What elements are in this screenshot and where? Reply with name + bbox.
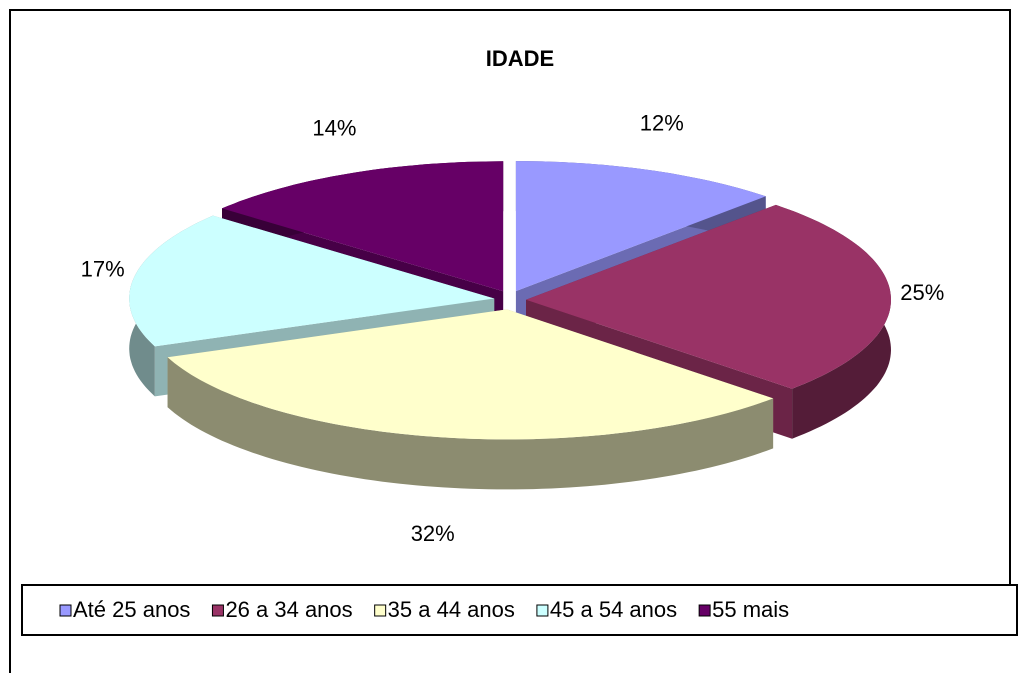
legend-label: 35 a 44 anos	[388, 597, 515, 622]
legend-swatch	[59, 604, 72, 617]
legend-label: Até 25 anos	[73, 597, 190, 622]
legend-label: 45 a 54 anos	[550, 597, 677, 622]
data-label: 12%	[640, 111, 684, 136]
legend-label: 26 a 34 anos	[225, 597, 352, 622]
legend-box	[21, 584, 1018, 636]
data-label: 14%	[312, 115, 356, 140]
data-label: 32%	[411, 521, 455, 546]
slice-side	[167, 357, 774, 490]
slice	[167, 309, 774, 490]
chart-title: IDADE	[486, 46, 554, 71]
legend-swatch	[536, 604, 549, 617]
legend-swatch	[374, 604, 387, 617]
chart-frame	[9, 9, 1011, 673]
slice	[129, 215, 495, 347]
slice	[167, 309, 774, 440]
slice	[515, 161, 766, 292]
data-label: 25%	[900, 280, 944, 305]
legend-swatch	[211, 604, 224, 617]
legend-swatch	[698, 604, 711, 617]
slice	[526, 204, 891, 389]
data-label: 17%	[81, 256, 125, 281]
legend-label: 55 mais	[712, 597, 789, 622]
slice	[222, 161, 504, 292]
